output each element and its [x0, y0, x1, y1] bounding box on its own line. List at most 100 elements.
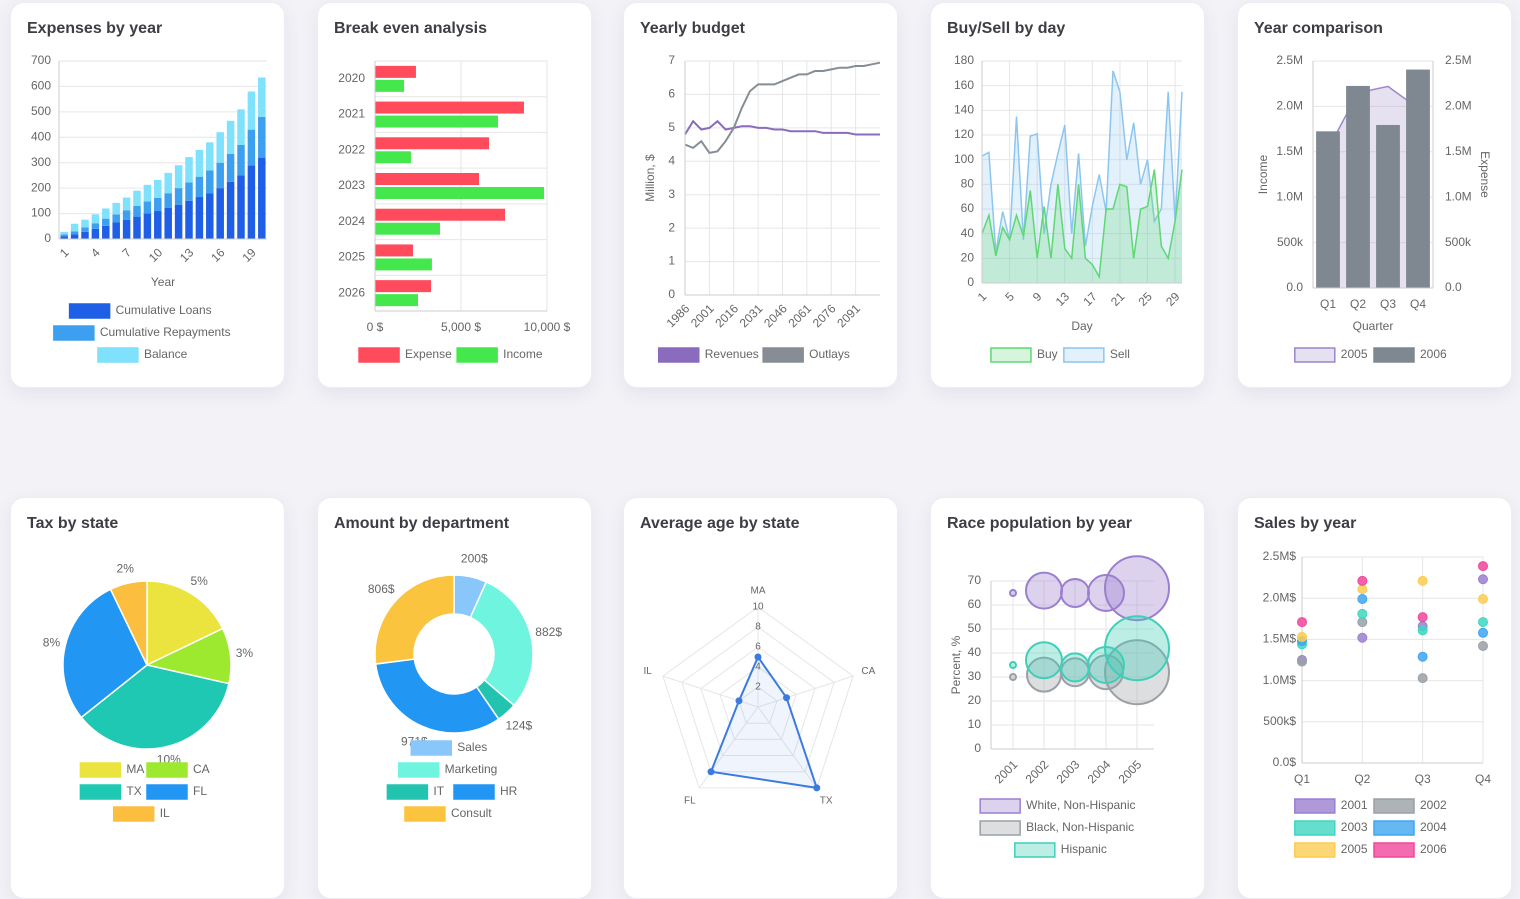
bar	[164, 193, 172, 208]
x-tick-label: 13	[177, 245, 197, 265]
chart: MA CA TX FL IL 2 4 6 8 10	[644, 586, 876, 807]
x-tick-label: 2076	[810, 301, 839, 330]
legend-swatch	[53, 325, 95, 341]
bar	[60, 231, 68, 235]
y-tick-label: 500k$	[1263, 714, 1296, 728]
legend-label: Outlays	[809, 347, 850, 361]
x-tick-label: Q2	[1354, 772, 1370, 786]
grid-line	[738, 686, 778, 724]
bubble	[1060, 578, 1090, 608]
y-tick-label: 0.0	[1445, 280, 1462, 294]
bar	[81, 219, 89, 228]
bar	[375, 65, 416, 78]
y-tick-label: 1.5M	[1445, 144, 1472, 158]
slice	[374, 658, 500, 734]
bar	[60, 234, 68, 237]
x-tick-label: Q4	[1475, 772, 1491, 786]
grid-line	[681, 626, 835, 773]
point	[707, 768, 715, 776]
bar	[122, 197, 131, 211]
bar	[1406, 69, 1430, 289]
bar	[226, 181, 235, 239]
chart: 0 20 40 60 80 100 120 140 160 180 1 5 9 13 17 21 25 29 Day…	[954, 53, 1183, 363]
bar	[375, 101, 524, 114]
legend-swatch	[410, 740, 452, 756]
line	[684, 61, 881, 155]
x-tick-label: Q2	[1350, 297, 1366, 311]
legend-swatch	[1373, 347, 1415, 363]
chart: 200$882$124$971$806$SalesMarketingITHRCo…	[368, 551, 562, 822]
axis-label: CA	[861, 666, 875, 677]
chart-title: Average age by state	[640, 515, 800, 532]
legend-swatch	[79, 762, 122, 778]
point	[1478, 574, 1488, 585]
point	[1417, 651, 1428, 662]
y-tick-label: 180	[954, 53, 974, 67]
x-tick-label: 2004	[1085, 757, 1114, 786]
y-tick-label: 2026	[338, 285, 365, 299]
x-tick-label: 2005	[1116, 757, 1145, 786]
bar	[133, 216, 141, 239]
legend-swatch	[1063, 347, 1105, 363]
point	[1297, 617, 1307, 628]
x-tick-label: 7	[119, 245, 134, 260]
chart-title: Tax by state	[27, 515, 119, 532]
y-tick-label: 1.5M$	[1263, 632, 1297, 646]
point	[1297, 631, 1307, 642]
chart-card: Break even analysis 0 $ 5,000 $ 10,000 $ 202…	[317, 2, 592, 388]
point	[1478, 561, 1488, 572]
x-axis-title: Quarter	[1353, 319, 1394, 333]
y-tick-label: 3	[668, 187, 675, 201]
bar	[206, 142, 214, 171]
legend-swatch	[1373, 798, 1415, 814]
x-tick-label: 29	[1163, 289, 1183, 309]
bar	[60, 236, 68, 239]
point	[1357, 608, 1368, 619]
bar	[133, 190, 141, 206]
slice	[374, 574, 455, 665]
chart-title: Year comparison	[1254, 20, 1383, 37]
y-tick-label: 0	[967, 275, 974, 289]
bar	[70, 234, 79, 239]
x-tick-label: Q1	[1294, 772, 1310, 786]
r-tick-label: 4	[755, 662, 761, 673]
y-tick-label: 40	[961, 226, 975, 240]
point	[1417, 673, 1428, 684]
x-tick-label: 10	[146, 245, 166, 265]
y-tick-label: 0	[974, 741, 981, 755]
point	[1357, 584, 1368, 595]
legend-label: Sales	[457, 740, 487, 754]
bar	[195, 197, 204, 239]
bar	[375, 294, 418, 307]
legend-label: FL	[193, 784, 207, 798]
bar	[164, 172, 172, 194]
bar	[133, 205, 141, 217]
bubble	[1025, 571, 1063, 610]
point	[735, 697, 743, 705]
y-tick-label: 2023	[338, 178, 365, 192]
point	[1478, 594, 1488, 605]
point	[1357, 617, 1368, 628]
bar	[174, 165, 183, 189]
bar	[237, 109, 245, 145]
legend-swatch	[456, 347, 498, 363]
bubble	[1009, 661, 1017, 669]
legend-label: Sell	[1110, 347, 1130, 361]
legend-swatch	[1373, 842, 1415, 858]
y-tick-label: 140	[954, 103, 974, 117]
y-tick-label: 2.5M	[1276, 53, 1303, 67]
x-tick-label: 2031	[737, 301, 766, 330]
x-tick-label: 2001	[992, 757, 1021, 786]
legend-swatch	[68, 303, 111, 319]
legend-label: Consult	[451, 806, 492, 820]
legend-label: CA	[193, 762, 210, 776]
x-tick-label: 1	[57, 245, 72, 260]
y-tick-label: 2.0M	[1276, 99, 1303, 113]
bar	[375, 280, 432, 293]
bar	[1376, 124, 1400, 289]
bar	[70, 231, 79, 235]
y-tick-label: 20	[968, 693, 982, 707]
bar	[375, 151, 411, 164]
legend-swatch	[990, 347, 1032, 363]
